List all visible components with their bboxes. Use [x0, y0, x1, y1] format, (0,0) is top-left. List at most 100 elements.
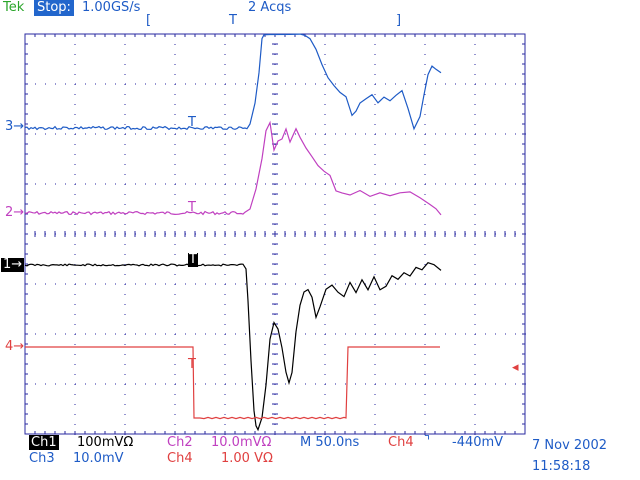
grid-dot: [424, 364, 426, 365]
grid-dot: [425, 383, 426, 385]
grid-dot: [424, 274, 426, 275]
grid-dot: [45, 283, 46, 285]
grid-dot: [505, 133, 506, 135]
grid-dot: [285, 333, 286, 335]
waveform-traces: [24, 33, 442, 432]
ch3-label[interactable]: Ch3: [29, 451, 55, 466]
ch1-label[interactable]: Ch1: [29, 435, 59, 450]
grid-dot: [324, 414, 326, 415]
trigger-source[interactable]: Ch4: [388, 435, 414, 450]
grid-dot: [415, 383, 416, 385]
grid-dot: [35, 83, 36, 85]
ch2-label[interactable]: Ch2: [167, 435, 193, 450]
grid-dot: [195, 333, 196, 335]
grid-dot: [55, 283, 56, 285]
acquisition-state[interactable]: Stop:: [34, 0, 74, 16]
grid-dot: [65, 383, 66, 385]
grid-dot: [424, 354, 426, 355]
grid-dot: [75, 83, 76, 85]
grid-dot: [74, 214, 76, 215]
grid-dot: [305, 83, 306, 85]
ch3-ground-marker[interactable]: 3→: [5, 119, 25, 134]
grid-dot: [255, 383, 256, 385]
grid-dot: [315, 133, 316, 135]
grid-dot: [185, 83, 186, 85]
grid-dot: [505, 283, 506, 285]
trigger-level-arrow-icon[interactable]: ◂: [512, 360, 519, 375]
grid-dot: [374, 324, 376, 325]
grid-dot: [415, 283, 416, 285]
grid-dot: [395, 83, 396, 85]
grid-dot: [124, 244, 126, 245]
grid-dot: [335, 333, 336, 335]
grid-dot: [374, 54, 376, 55]
ch4-label[interactable]: Ch4: [167, 451, 193, 466]
grid-dot: [474, 224, 476, 225]
grid-dot: [435, 383, 436, 385]
grid-dot: [45, 183, 46, 185]
grid-dot: [74, 364, 76, 365]
grid-dot: [95, 183, 96, 185]
grid-dot: [35, 383, 36, 385]
grid-dot: [345, 283, 346, 285]
grid-dot: [465, 83, 466, 85]
grid-dot: [525, 183, 526, 185]
grid-dot: [474, 424, 476, 425]
grid-dot: [424, 324, 426, 325]
grid-dot: [435, 133, 436, 135]
grid-dot: [135, 133, 136, 135]
grid-dot: [324, 174, 326, 175]
grid-dot: [515, 383, 516, 385]
grid-dot: [224, 154, 226, 155]
ch1-ground-marker[interactable]: 1→: [1, 257, 25, 272]
grid-dot: [224, 214, 226, 215]
grid-dot: [124, 394, 126, 395]
grid-dot: [324, 324, 326, 325]
grid-dot: [345, 383, 346, 385]
grid-dot: [125, 383, 126, 385]
grid-dot: [385, 283, 386, 285]
grid-dot: [424, 174, 426, 175]
grid-dot: [225, 333, 226, 335]
grid-dot: [485, 133, 486, 135]
grid-dot: [424, 54, 426, 55]
grid-dot: [474, 294, 476, 295]
grid-dot: [124, 164, 126, 165]
ch4-trigger-marker: T: [188, 357, 196, 372]
grid-dot: [405, 333, 406, 335]
grid-dot: [255, 83, 256, 85]
grid-dot: [135, 283, 136, 285]
grid-dot: [424, 394, 426, 395]
grid-dot: [424, 424, 426, 425]
grid-dot: [335, 83, 336, 85]
grid-dot: [374, 104, 376, 105]
timebase[interactable]: M 50.0ns: [300, 435, 360, 450]
grid-dot: [474, 274, 476, 275]
grid-dot: [325, 83, 326, 85]
grid-dot: [324, 314, 326, 315]
grid-dot: [74, 124, 76, 125]
grid-dot: [224, 204, 226, 205]
grid-dot: [324, 194, 326, 195]
grid-dot: [124, 374, 126, 375]
grid-dot: [374, 354, 376, 355]
grid-dot: [374, 114, 376, 115]
ch4-ground-marker[interactable]: 4→: [5, 339, 25, 354]
grid-dot: [125, 333, 126, 335]
grid-dot: [385, 183, 386, 185]
grid-dot: [424, 94, 426, 95]
grid-dot: [424, 144, 426, 145]
grid-dot: [135, 83, 136, 85]
grid-dot: [374, 344, 376, 345]
grid-dot: [174, 194, 176, 195]
grid-dot: [74, 164, 76, 165]
grid-dot: [174, 144, 176, 145]
grid-dot: [175, 283, 176, 285]
grid-dot: [224, 394, 226, 395]
grid-dot: [474, 304, 476, 305]
grid-dot: [355, 383, 356, 385]
grid-dot: [505, 183, 506, 185]
ch2-ground-marker[interactable]: 2→: [5, 205, 25, 220]
grid-dot: [174, 294, 176, 295]
grid-dot: [474, 354, 476, 355]
